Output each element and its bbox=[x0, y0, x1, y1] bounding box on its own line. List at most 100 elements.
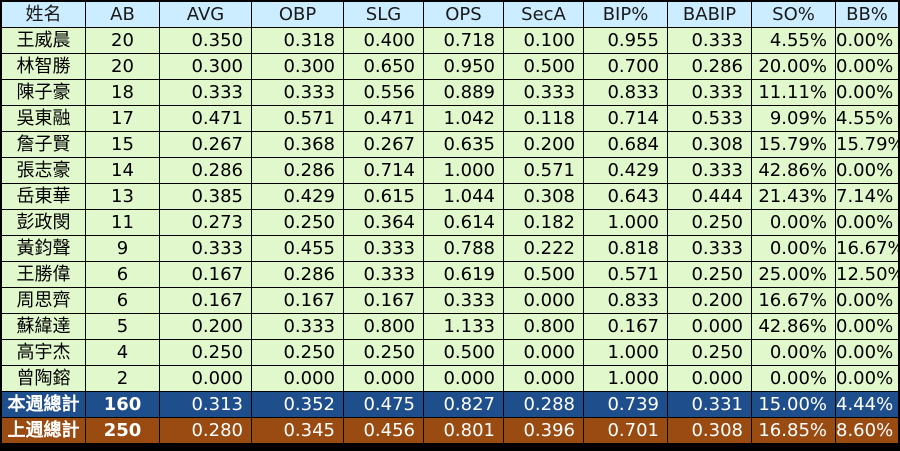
stat-cell: 2 bbox=[86, 366, 160, 392]
stat-cell: 0.00% bbox=[836, 80, 898, 106]
stat-cell: 0.250 bbox=[344, 340, 424, 366]
stat-cell: 0.00% bbox=[836, 54, 898, 80]
table-row: 詹子賢 15 0.267 0.368 0.267 0.635 0.200 0.684 0.308… bbox=[2, 132, 898, 158]
stat-cell: 0.00% bbox=[836, 158, 898, 184]
stat-cell: 25.00% bbox=[752, 262, 836, 288]
stat-cell: 1.044 bbox=[424, 184, 504, 210]
stat-cell: 0.643 bbox=[584, 184, 668, 210]
stat-cell: 0.000 bbox=[160, 366, 252, 392]
stat-cell: 16.67% bbox=[752, 288, 836, 314]
player-name-cell: 曾陶鎔 bbox=[2, 366, 86, 392]
stat-cell: 0.396 bbox=[504, 418, 584, 443]
stat-cell: 0.167 bbox=[160, 262, 252, 288]
stat-cell: 250 bbox=[86, 418, 160, 443]
stat-cell: 0.000 bbox=[504, 340, 584, 366]
stat-cell: 0.650 bbox=[344, 54, 424, 80]
stat-cell: 6 bbox=[86, 262, 160, 288]
stat-cell: 0.288 bbox=[504, 392, 584, 418]
stat-cell: 0.167 bbox=[344, 288, 424, 314]
stat-cell: 0.00% bbox=[752, 236, 836, 262]
player-name-cell: 吳東融 bbox=[2, 106, 86, 132]
stat-cell: 0.167 bbox=[252, 288, 344, 314]
stat-cell: 0.331 bbox=[668, 392, 752, 418]
stat-cell: 6 bbox=[86, 288, 160, 314]
stat-cell: 0.00% bbox=[752, 366, 836, 392]
stat-cell: 20 bbox=[86, 54, 160, 80]
stat-cell: 8.60% bbox=[836, 418, 898, 443]
stat-cell: 0.456 bbox=[344, 418, 424, 443]
table-row: 王威晨 20 0.350 0.318 0.400 0.718 0.100 0.955 0.333… bbox=[2, 28, 898, 54]
stat-cell: 1.000 bbox=[584, 366, 668, 392]
stat-cell: 0.286 bbox=[252, 158, 344, 184]
stat-cell: 0.308 bbox=[668, 418, 752, 443]
table-row: 陳子豪 18 0.333 0.333 0.556 0.889 0.333 0.833 0.333… bbox=[2, 80, 898, 106]
stat-cell: 0.533 bbox=[668, 106, 752, 132]
stat-cell: 0.318 bbox=[252, 28, 344, 54]
stat-cell: 0.619 bbox=[424, 262, 504, 288]
stat-cell: 0.714 bbox=[344, 158, 424, 184]
stat-cell: 0.250 bbox=[668, 210, 752, 236]
stat-cell: 0.250 bbox=[668, 340, 752, 366]
stat-cell: 42.86% bbox=[752, 314, 836, 340]
player-name-cell: 岳東華 bbox=[2, 184, 86, 210]
stat-cell: 4 bbox=[86, 340, 160, 366]
stat-cell: 0.333 bbox=[668, 28, 752, 54]
stat-cell: 0.833 bbox=[584, 288, 668, 314]
stat-cell: 0.000 bbox=[668, 366, 752, 392]
stat-cell: 0.118 bbox=[504, 106, 584, 132]
stat-cell: 13 bbox=[86, 184, 160, 210]
column-header: SecA bbox=[504, 2, 584, 28]
player-name-cell: 上週總計 bbox=[2, 418, 86, 443]
table-row: 周思齊 6 0.167 0.167 0.167 0.333 0.000 0.833 0.200 1… bbox=[2, 288, 898, 314]
stat-cell: 0.200 bbox=[160, 314, 252, 340]
stat-cell: 9 bbox=[86, 236, 160, 262]
player-name-cell: 陳子豪 bbox=[2, 80, 86, 106]
player-name-cell: 黃鈞聲 bbox=[2, 236, 86, 262]
stat-cell: 0.000 bbox=[504, 288, 584, 314]
stat-cell: 0.333 bbox=[668, 80, 752, 106]
stat-cell: 1.000 bbox=[584, 210, 668, 236]
stat-cell: 0.571 bbox=[252, 106, 344, 132]
stat-cell: 0.801 bbox=[424, 418, 504, 443]
stat-cell: 0.950 bbox=[424, 54, 504, 80]
table-row: 王勝偉 6 0.167 0.286 0.333 0.619 0.500 0.571 0.250 2… bbox=[2, 262, 898, 288]
stat-cell: 1.000 bbox=[424, 158, 504, 184]
stat-cell: 15 bbox=[86, 132, 160, 158]
stat-cell: 0.250 bbox=[668, 262, 752, 288]
column-header: 姓名 bbox=[2, 2, 86, 28]
stat-cell: 0.333 bbox=[160, 236, 252, 262]
stat-cell: 4.55% bbox=[836, 106, 898, 132]
stat-cell: 0.684 bbox=[584, 132, 668, 158]
player-name-cell: 高宇杰 bbox=[2, 340, 86, 366]
stat-cell: 0.635 bbox=[424, 132, 504, 158]
stat-cell: 42.86% bbox=[752, 158, 836, 184]
stat-cell: 0.167 bbox=[160, 288, 252, 314]
stat-cell: 0.100 bbox=[504, 28, 584, 54]
stat-cell: 5 bbox=[86, 314, 160, 340]
stat-cell: 0.614 bbox=[424, 210, 504, 236]
stat-cell: 1.133 bbox=[424, 314, 504, 340]
stat-cell: 0.333 bbox=[252, 80, 344, 106]
stat-cell: 0.280 bbox=[160, 418, 252, 443]
stat-cell: 0.352 bbox=[252, 392, 344, 418]
stat-cell: 12.50% bbox=[836, 262, 898, 288]
stat-cell: 0.308 bbox=[504, 184, 584, 210]
table-row: 張志豪 14 0.286 0.286 0.714 1.000 0.571 0.429 0.333… bbox=[2, 158, 898, 184]
stat-cell: 0.827 bbox=[424, 392, 504, 418]
stat-cell: 0.200 bbox=[668, 288, 752, 314]
stat-cell: 18 bbox=[86, 80, 160, 106]
stat-cell: 0.429 bbox=[252, 184, 344, 210]
stat-cell: 20 bbox=[86, 28, 160, 54]
stat-cell: 0.300 bbox=[160, 54, 252, 80]
stat-cell: 0.444 bbox=[668, 184, 752, 210]
stat-cell: 0.313 bbox=[160, 392, 252, 418]
player-name-cell: 蘇緯達 bbox=[2, 314, 86, 340]
stat-cell: 0.222 bbox=[504, 236, 584, 262]
stat-cell: 0.286 bbox=[668, 54, 752, 80]
stat-cell: 20.00% bbox=[752, 54, 836, 80]
stat-cell: 0.718 bbox=[424, 28, 504, 54]
player-name-cell: 本週總計 bbox=[2, 392, 86, 418]
stat-cell: 0.200 bbox=[504, 132, 584, 158]
stat-cell: 0.701 bbox=[584, 418, 668, 443]
stat-cell: 0.286 bbox=[160, 158, 252, 184]
